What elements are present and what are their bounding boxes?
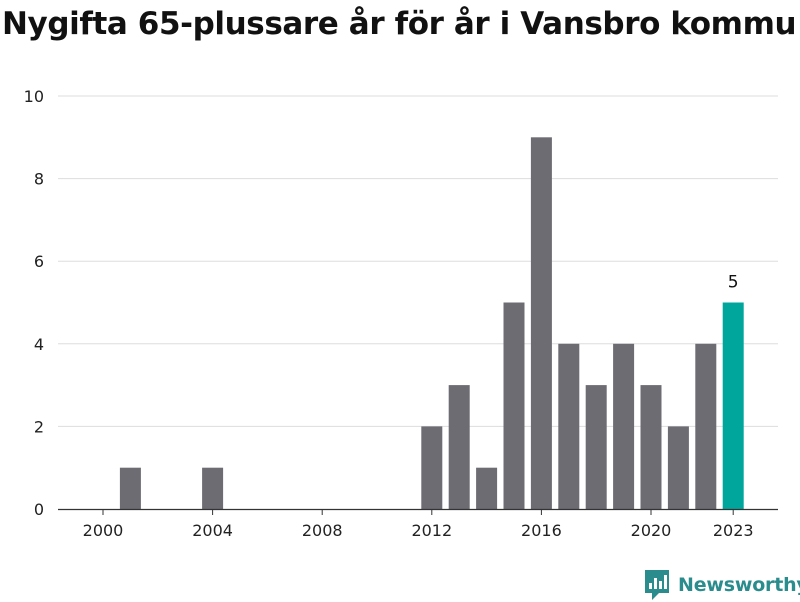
newsworthy-brand: Newsworthy — [644, 568, 800, 602]
y-tick-label: 4 — [34, 335, 44, 354]
y-tick-label: 10 — [24, 87, 44, 106]
x-axis-ticks: 2000 2004 2008 2012 2016 2020 2023 — [83, 509, 754, 540]
bar-2016 — [530, 137, 552, 510]
chart-title: Nygifta 65-plussare år för år i Vansbro … — [2, 6, 798, 42]
y-tick-label: 8 — [34, 170, 44, 189]
x-tick-label: 2020 — [631, 521, 672, 540]
bar-2001 — [119, 467, 141, 509]
bar-2014 — [476, 467, 498, 509]
y-tick-label: 2 — [34, 417, 44, 436]
x-tick-label: 2008 — [302, 521, 343, 540]
bar-2013 — [448, 385, 470, 509]
x-tick-label: 2023 — [713, 521, 754, 540]
bar-2021 — [667, 426, 689, 509]
bar-2018 — [585, 385, 607, 509]
bar-2017 — [558, 343, 580, 509]
data-label-2023: 5 — [728, 273, 739, 293]
data-labels: 5 — [728, 273, 739, 293]
bar-2019 — [613, 343, 635, 509]
x-tick-label: 2016 — [521, 521, 562, 540]
y-tick-label: 6 — [34, 252, 44, 271]
newsworthy-logo-icon — [645, 570, 669, 600]
bar-2012 — [421, 426, 443, 509]
bar-2015 — [503, 302, 525, 509]
bar-2023 — [722, 302, 744, 509]
x-tick-label: 2004 — [192, 521, 233, 540]
y-tick-label: 0 — [34, 500, 44, 519]
y-axis-ticks: 0 2 4 6 8 10 — [24, 87, 44, 519]
bar-2004 — [202, 467, 224, 509]
bar-2022 — [695, 343, 717, 509]
x-tick-label: 2000 — [83, 521, 124, 540]
brand-name: Newsworthy — [678, 574, 800, 596]
x-tick-label: 2012 — [411, 521, 452, 540]
bars — [119, 137, 744, 510]
bar-2020 — [640, 385, 662, 509]
gridlines — [58, 95, 778, 427]
